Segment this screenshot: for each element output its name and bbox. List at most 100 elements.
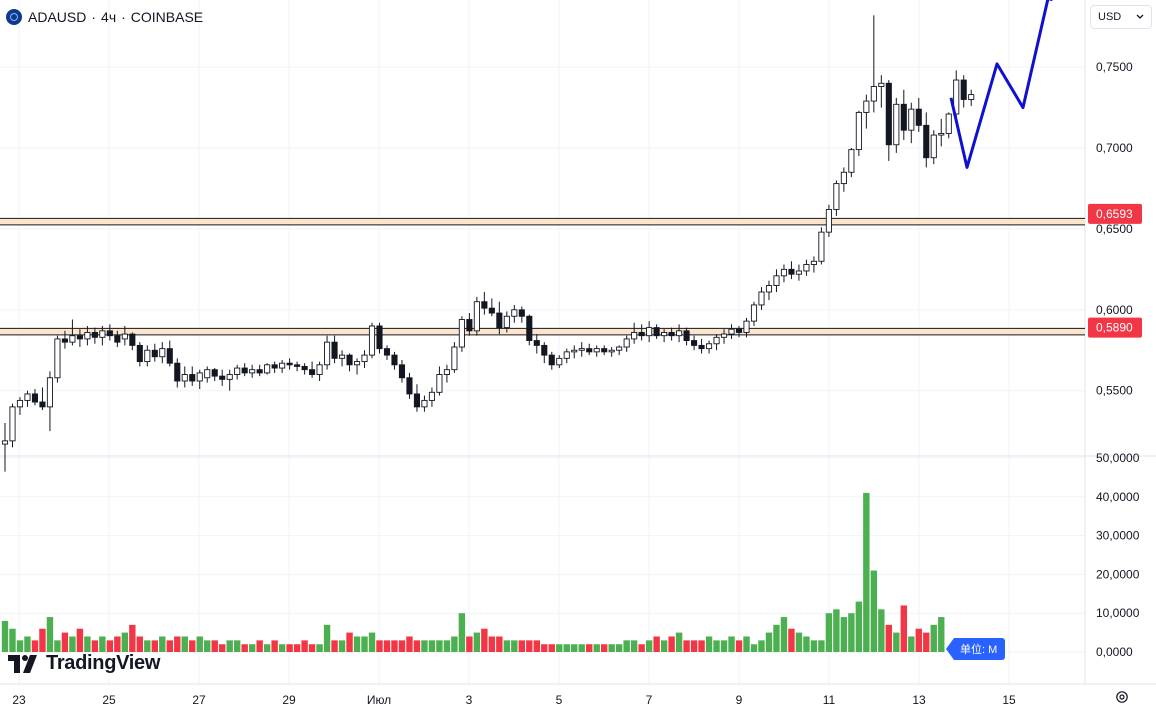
volume-bar [675, 632, 683, 652]
candle [428, 387, 435, 407]
volume-bar [466, 636, 473, 652]
candle [548, 351, 555, 370]
volume-bar [855, 601, 863, 652]
candle-body [383, 348, 391, 356]
volume-bar [338, 640, 346, 652]
candle [226, 369, 233, 391]
candle [945, 112, 952, 139]
candle-body [428, 391, 435, 401]
candle [503, 311, 510, 333]
volume-bar [668, 636, 675, 652]
price-tick-label: 0,7000 [1096, 141, 1133, 155]
candle [346, 353, 353, 372]
candle [16, 397, 24, 415]
candle-body [706, 343, 713, 350]
candle-body [601, 348, 608, 353]
candle-body [900, 103, 907, 131]
candle [159, 342, 166, 364]
level-price-text: 0,5890 [1096, 321, 1133, 335]
time-tick-label: 9 [736, 693, 743, 707]
volume-tick-label: 40,0000 [1096, 490, 1140, 504]
candle-body [294, 364, 301, 367]
candle-body [451, 346, 458, 371]
volume-bar [301, 640, 308, 652]
candle-body [436, 374, 443, 393]
forecast-path [949, 0, 1053, 169]
volume-bar [436, 640, 443, 652]
candle [885, 80, 892, 161]
candle [39, 387, 46, 411]
price-axis[interactable]: 0,7500 0,7000 0,6500 0,6000 0,5500 [1096, 60, 1133, 398]
volume-bar [803, 636, 810, 652]
candle-body [795, 270, 802, 275]
time-tick-label: 15 [1002, 693, 1016, 707]
volume-axis: 50,0000 40,0000 30,0000 20,0000 10,0000 0,000… [1096, 451, 1140, 659]
candle-body [331, 341, 338, 359]
currency-value: USD [1098, 11, 1122, 23]
candle-body [825, 209, 832, 233]
candle [309, 361, 316, 378]
volume-bar [743, 636, 750, 652]
candle-body [346, 354, 353, 366]
candle-body [638, 332, 645, 337]
volume-bar [256, 640, 263, 652]
candle [803, 259, 810, 276]
candle [443, 364, 450, 383]
volume-bar [496, 636, 503, 652]
candle-body [631, 332, 638, 340]
candle-body [361, 354, 368, 363]
candle [421, 395, 428, 412]
candle-body [31, 393, 39, 403]
volume-bar [818, 640, 825, 652]
candle-body [46, 377, 53, 408]
candle-body [908, 108, 915, 131]
volume-bar [346, 632, 353, 652]
volume-bar [226, 640, 233, 652]
volume-tick-label: 0,0000 [1096, 645, 1133, 659]
candle [758, 287, 765, 310]
candle-body [788, 268, 795, 275]
candle-body [398, 364, 406, 379]
candle [413, 384, 421, 412]
candle [294, 361, 301, 372]
candle-body [166, 348, 173, 364]
candle-body [938, 132, 945, 136]
logo-text: TradingView [46, 652, 161, 674]
candle-body [668, 332, 675, 337]
volume-bar [630, 640, 638, 652]
candle [578, 342, 585, 357]
candle-body [511, 309, 518, 317]
volume-tick-label: 30,0000 [1096, 529, 1140, 543]
volume-tick-label: 50,0000 [1096, 451, 1140, 465]
volume-bar [361, 636, 368, 652]
candle [586, 343, 593, 356]
candle-body [750, 304, 758, 322]
symbol-name: ADAUSD [28, 9, 87, 25]
candle-body [196, 372, 203, 382]
candle [810, 256, 817, 273]
symbol-header[interactable]: ADAUSD · 4ч · COINBASE [6, 7, 203, 27]
candle-body [421, 399, 428, 408]
candle-body [76, 335, 83, 340]
volume-bar [54, 640, 61, 652]
candle [406, 372, 413, 399]
candle-body [885, 82, 892, 146]
candle [765, 280, 773, 301]
volume-bar [870, 570, 878, 652]
volume-bar [174, 636, 181, 652]
candle [795, 264, 802, 281]
candle-body [91, 332, 98, 338]
candle [863, 94, 870, 129]
settings-gear-icon[interactable] [1115, 690, 1129, 704]
volume-bar [1, 620, 9, 652]
volume-bar [556, 644, 563, 652]
candle-body [219, 375, 226, 380]
currency-select[interactable]: USD [1090, 5, 1152, 29]
volume-bar [698, 640, 705, 652]
time-axis[interactable]: 23 25 27 29 Июл 3 5 7 9 11 13 15 [12, 693, 1016, 707]
candle-body [339, 354, 346, 359]
volume-bar [503, 640, 511, 652]
candle-body [458, 319, 465, 348]
candle [144, 345, 151, 367]
